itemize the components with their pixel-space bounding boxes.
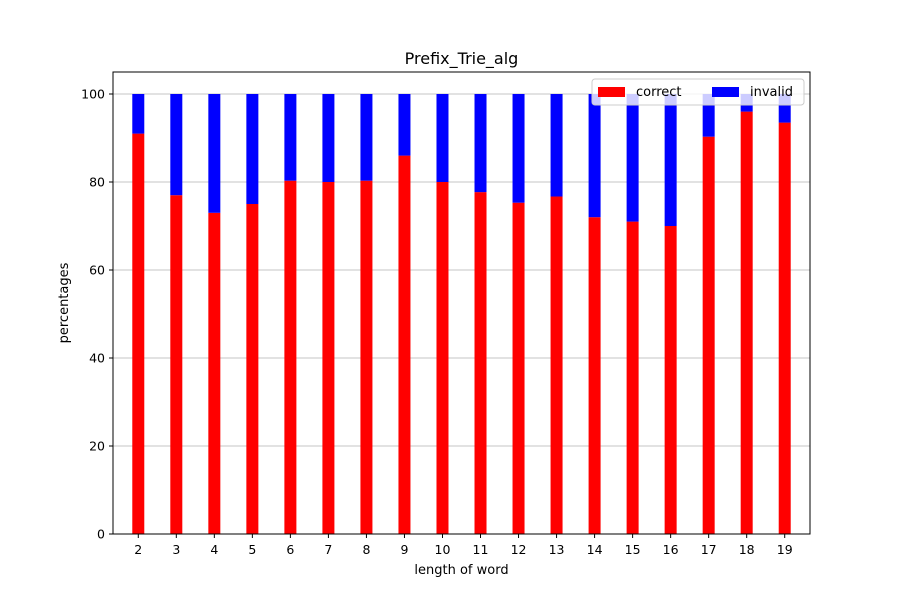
bar-invalid xyxy=(322,94,335,182)
bar-correct xyxy=(170,195,183,534)
x-tick-label: 17 xyxy=(701,542,717,557)
x-tick-label: 16 xyxy=(663,542,679,557)
bar-invalid xyxy=(664,94,677,226)
bar-correct xyxy=(322,182,335,534)
legend-swatch-correct xyxy=(598,87,625,97)
y-tick-label: 0 xyxy=(97,527,105,542)
bar-invalid xyxy=(512,94,525,203)
x-tick-label: 9 xyxy=(400,542,408,557)
bar-correct xyxy=(474,192,487,534)
x-axis-ticks: 2 3 4 5 6 7 8 9 10 11 12 13 14 15 16 17 18 19 xyxy=(134,534,793,557)
x-tick-label: 13 xyxy=(549,542,565,557)
bar-correct xyxy=(398,155,411,534)
x-tick-label: 8 xyxy=(362,542,370,557)
y-axis-ticks: 0 20 40 60 80 100 xyxy=(81,87,113,542)
legend-swatch-invalid xyxy=(712,87,739,97)
x-tick-label: 10 xyxy=(435,542,451,557)
bar-correct xyxy=(550,196,563,534)
bar-correct xyxy=(360,180,373,534)
legend-label-correct: correct xyxy=(636,85,682,100)
bar-invalid xyxy=(246,94,259,204)
bar-invalid xyxy=(436,94,449,182)
legend-box xyxy=(591,78,805,106)
legend: correct invalid xyxy=(591,78,805,106)
bar-correct xyxy=(588,217,601,534)
x-tick-label: 3 xyxy=(172,542,180,557)
y-tick-label: 60 xyxy=(89,263,105,278)
x-tick-label: 15 xyxy=(625,542,641,557)
bar-invalid xyxy=(626,94,639,222)
legend-label-invalid: invalid xyxy=(750,85,793,100)
bar-invalid xyxy=(588,94,601,218)
y-tick-label: 80 xyxy=(89,175,105,190)
x-tick-label: 4 xyxy=(210,542,218,557)
bar-correct xyxy=(246,204,259,534)
bar-invalid xyxy=(284,94,297,181)
y-axis-label: percentages xyxy=(57,262,72,343)
x-tick-label: 7 xyxy=(324,542,332,557)
y-tick-label: 40 xyxy=(89,351,105,366)
bar-correct xyxy=(702,136,715,534)
y-tick-label: 20 xyxy=(89,439,105,454)
x-tick-label: 11 xyxy=(473,542,489,557)
bar-correct xyxy=(284,180,297,534)
x-tick-label: 5 xyxy=(248,542,256,557)
bar-correct xyxy=(208,212,221,535)
x-tick-label: 18 xyxy=(739,542,755,557)
bar-correct xyxy=(664,226,677,534)
y-tick-label: 100 xyxy=(81,87,105,102)
bar-correct xyxy=(436,182,449,534)
bar-invalid xyxy=(550,94,563,197)
bar-invalid xyxy=(132,94,145,134)
x-tick-label: 19 xyxy=(777,542,793,557)
bar-invalid xyxy=(398,94,411,156)
bar-correct xyxy=(626,221,639,534)
x-tick-label: 6 xyxy=(286,542,294,557)
bar-correct xyxy=(512,202,525,534)
bar-correct xyxy=(740,111,753,534)
bar-correct xyxy=(778,122,791,534)
plot-frame xyxy=(112,71,811,535)
x-tick-label: 2 xyxy=(134,542,142,557)
x-tick-label: 12 xyxy=(511,542,527,557)
bar-invalid xyxy=(474,94,487,193)
bar-invalid xyxy=(170,94,183,196)
bar-invalid xyxy=(360,94,373,181)
x-tick-label: 14 xyxy=(587,542,603,557)
x-axis-label: length of word xyxy=(414,563,508,578)
chart-title: Prefix_Trie_alg xyxy=(405,49,519,69)
bar-invalid xyxy=(208,94,221,213)
bars xyxy=(132,94,791,535)
bar-correct xyxy=(132,133,145,534)
